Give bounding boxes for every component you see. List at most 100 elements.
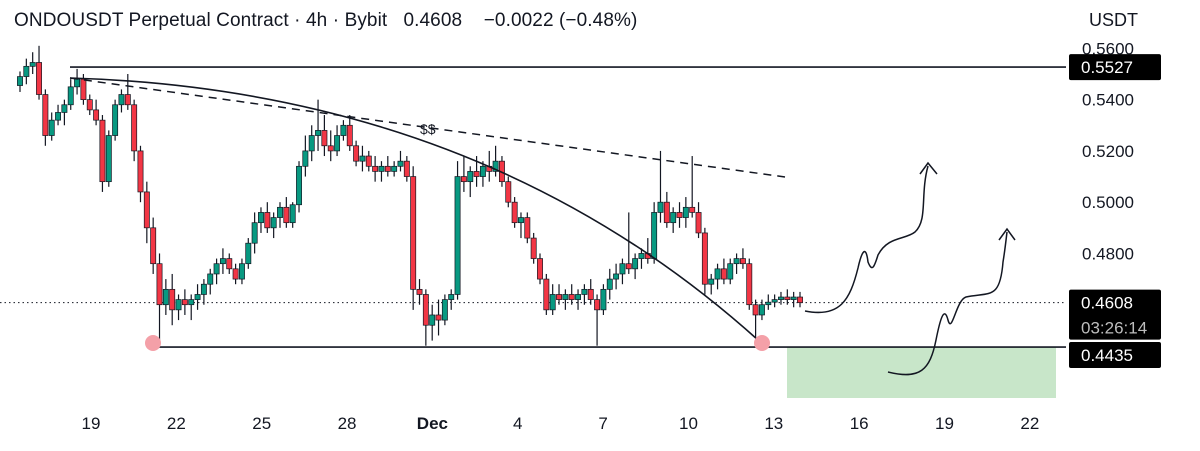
candle-body-up	[359, 155, 366, 162]
candle	[530, 232, 537, 264]
candle	[143, 181, 150, 244]
candle-body-up	[17, 76, 23, 86]
candle-body-down	[505, 181, 512, 203]
candle-body-up	[759, 304, 765, 316]
candle	[17, 71, 23, 92]
candle	[638, 248, 645, 269]
candle	[600, 284, 607, 315]
resistance-curve	[69, 77, 759, 341]
candle-body-down	[42, 94, 49, 136]
candle	[587, 279, 594, 305]
candle-body-down	[416, 288, 423, 295]
candle-body-up	[448, 294, 455, 300]
low-markers-layer	[145, 335, 770, 352]
candle-body-down	[797, 296, 803, 304]
candle-body-up	[340, 124, 347, 136]
x-tick-label: 25	[252, 414, 271, 433]
candle-body-down	[568, 294, 575, 300]
support-price-tag[interactable]: 0.4435	[1069, 342, 1161, 369]
candle	[727, 258, 734, 285]
candle-body-down	[169, 288, 176, 311]
symbol-name: ONDOUSDT Perpetual Contract	[14, 10, 289, 31]
candle-body-up	[258, 212, 264, 224]
y-tick-label: 0.4800	[1082, 244, 1134, 263]
candle-body-up	[632, 258, 639, 270]
bar-countdown: 03:26:14	[1081, 319, 1147, 338]
candle-body-up	[479, 165, 486, 177]
candle-body-down	[181, 299, 188, 306]
candle-body-up	[682, 206, 689, 218]
candle-body-up	[48, 119, 55, 136]
candle	[232, 263, 239, 285]
candle	[429, 304, 436, 341]
candle-body-down	[264, 212, 271, 229]
candle	[556, 284, 562, 305]
candle	[86, 94, 93, 116]
support-price-tag-bg	[1069, 342, 1161, 369]
candle	[150, 217, 157, 274]
candle-body-down	[752, 304, 759, 316]
currency-label[interactable]: USDT	[1089, 10, 1138, 30]
x-tick-label: 4	[513, 414, 522, 433]
candle-body-down	[124, 94, 131, 106]
price-tags-layer: 0.5527 0.4608 03:26:14 0.4435	[1069, 54, 1161, 369]
candle	[422, 289, 429, 346]
candle	[270, 212, 277, 239]
candle-body-up	[302, 150, 309, 167]
resistance-price-tag-bg	[1069, 54, 1161, 81]
candle	[359, 145, 366, 172]
x-tick-label: 16	[850, 414, 869, 433]
candle	[632, 253, 639, 280]
projection-arrowhead-lower	[998, 227, 1016, 241]
candle-body-down	[232, 268, 239, 280]
candle-body-up	[289, 204, 296, 224]
candle	[277, 202, 283, 228]
price-change: −0.0022 (−0.48%)	[483, 10, 638, 31]
candle-body-down	[537, 258, 543, 280]
candle	[759, 299, 765, 321]
candle	[575, 289, 581, 310]
resistance-price-tag[interactable]: 0.5527	[1069, 54, 1161, 81]
candle	[682, 197, 689, 228]
candle-body-down	[156, 263, 163, 306]
candle	[524, 212, 531, 244]
candle-body-up	[207, 273, 214, 285]
x-tick-label: 19	[935, 414, 954, 433]
candle-body-down	[346, 124, 353, 147]
current-price-tag[interactable]: 0.4608 03:26:14	[1069, 289, 1161, 340]
candle-body-up	[429, 314, 436, 326]
candle-body-up	[112, 104, 119, 136]
candle	[302, 135, 309, 177]
axes-layer: 0.5600 0.5400 0.5200 0.5000 0.4800 19 22 25 28 De…	[82, 39, 1134, 433]
candle-body-up	[467, 171, 474, 183]
title-separator: ·	[294, 10, 301, 31]
candle	[448, 289, 455, 310]
interval-label[interactable]: 4h	[306, 10, 328, 31]
candle	[410, 166, 417, 310]
candle	[657, 150, 664, 223]
candle	[245, 238, 252, 269]
y-tick-label: 0.5000	[1082, 193, 1134, 212]
candle	[118, 89, 125, 113]
candle	[594, 294, 601, 346]
candle-body-down	[695, 212, 702, 234]
candle	[606, 268, 613, 300]
candle-body-up	[771, 299, 778, 303]
candle	[720, 258, 727, 285]
support-price-tag-text: 0.4435	[1081, 346, 1133, 365]
low-marker-second	[754, 335, 770, 352]
candle-body-up	[606, 278, 613, 290]
candle	[663, 191, 670, 228]
candle	[765, 294, 772, 310]
candle	[479, 161, 486, 187]
candle	[162, 279, 169, 315]
projection-arrow-upper	[804, 165, 929, 314]
candle	[625, 212, 632, 274]
candle	[156, 253, 163, 341]
title-separator: ·	[332, 10, 340, 31]
candle	[264, 202, 271, 233]
candle-body-up	[239, 263, 245, 280]
candle-body-down	[150, 227, 157, 265]
candle	[790, 291, 797, 308]
